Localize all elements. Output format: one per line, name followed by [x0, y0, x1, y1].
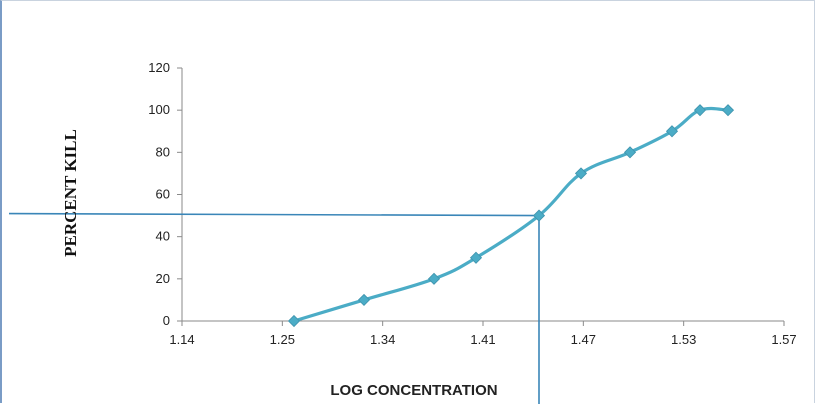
tick-labels: 0 20 40 60 80 100 120 1.14 1.25 1.34 1.41 1.47 1.53 1…: [148, 60, 796, 347]
data-point: [469, 251, 483, 264]
data-point: [721, 104, 735, 117]
x-tick-label: 1.41: [470, 332, 495, 347]
data-point: [665, 125, 679, 138]
y-tick-label: 100: [148, 102, 170, 117]
y-tick-label: 0: [163, 313, 170, 328]
x-tick-label: 1.53: [671, 332, 696, 347]
data-point: [357, 293, 371, 306]
y-tick-label: 60: [156, 187, 170, 202]
x-tick-label: 1.34: [370, 332, 395, 347]
x-tick-label: 1.25: [270, 332, 295, 347]
y-tick-label: 80: [156, 144, 170, 159]
x-tick-label: 1.47: [571, 332, 596, 347]
data-point: [532, 209, 546, 222]
y-tick-label: 120: [148, 60, 170, 75]
y-axis-label: PERCENT KILL: [61, 129, 80, 257]
y-tick-label: 40: [156, 229, 170, 244]
x-axis-label: LOG CONCENTRATION: [330, 382, 497, 399]
data-point: [287, 314, 301, 328]
axes: [177, 67, 785, 326]
data-point: [693, 104, 707, 117]
data-point: [623, 146, 637, 159]
reference-line-horizontal: [8, 212, 540, 217]
x-tick-label: 1.57: [771, 332, 796, 347]
series-group: [287, 104, 735, 328]
reference-lines: [8, 212, 540, 404]
y-tick-label: 20: [156, 271, 170, 286]
data-point: [574, 167, 588, 180]
series-line: [293, 106, 729, 323]
data-point: [427, 272, 441, 285]
x-tick-label: 1.14: [169, 332, 194, 347]
